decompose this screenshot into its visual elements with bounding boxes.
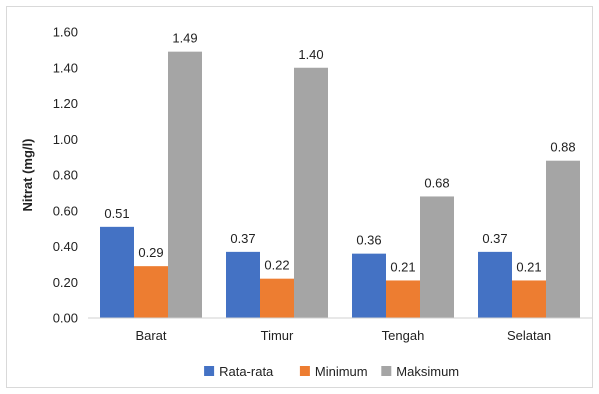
y-tick-label: 1.20: [53, 96, 78, 111]
y-tick-label: 1.40: [53, 60, 78, 75]
legend-label: Minimum: [315, 364, 368, 379]
x-tick-label: Barat: [135, 328, 166, 343]
bar-maksimum-timur: [294, 67, 328, 318]
data-label: 0.88: [550, 140, 575, 155]
legend-swatch: [381, 366, 392, 376]
bar-maksimum-tengah: [420, 196, 454, 318]
y-tick-label: 1.00: [53, 132, 78, 147]
x-axis-ticks: Barat Timur Tengah Selatan: [135, 328, 551, 343]
bar-rata-rata-timur: [226, 251, 260, 318]
y-tick-label: 0.20: [53, 275, 78, 290]
data-label: 0.29: [138, 245, 163, 260]
x-tick-label: Timur: [261, 328, 294, 343]
data-label: 1.40: [298, 47, 323, 62]
legend: Rata-rata Minimum Maksimum: [204, 364, 459, 379]
y-axis-ticks: 0.00 0.20 0.40 0.60 0.80 1.00 1.20 1.40 1.60: [53, 25, 78, 326]
bars-group: 0.51 0.29 1.49 0.37 0.22 1.40 0.36 0.21 0.68 0.37…: [100, 31, 580, 318]
bar-rata-rata-barat: [100, 226, 134, 318]
legend-swatch: [204, 366, 215, 376]
bar-maksimum-selatan: [546, 160, 580, 318]
legend-label: Rata-rata: [219, 364, 274, 379]
bar-minimum-selatan: [512, 280, 546, 318]
x-tick-label: Tengah: [382, 328, 425, 343]
data-label: 0.68: [424, 175, 449, 190]
x-tick-label: Selatan: [507, 328, 551, 343]
data-label: 0.51: [104, 206, 129, 221]
bar-maksimum-barat: [168, 51, 202, 318]
data-label: 1.49: [172, 31, 197, 46]
y-tick-label: 0.40: [53, 239, 78, 254]
data-label: 0.22: [264, 258, 289, 273]
data-label: 0.21: [516, 259, 541, 274]
legend-swatch: [299, 366, 310, 376]
y-tick-label: 0.00: [53, 311, 78, 326]
data-label: 0.37: [230, 231, 255, 246]
y-axis-label: Nitrat (mg/l): [20, 139, 35, 212]
legend-label: Maksimum: [396, 364, 459, 379]
bar-minimum-barat: [134, 266, 168, 318]
data-label: 0.37: [482, 231, 507, 246]
y-tick-label: 0.60: [53, 203, 78, 218]
data-label: 0.21: [390, 259, 415, 274]
bar-minimum-tengah: [386, 280, 420, 318]
bar-minimum-timur: [260, 278, 294, 318]
bar-rata-rata-tengah: [352, 253, 386, 318]
y-tick-label: 0.80: [53, 168, 78, 183]
data-label: 0.36: [356, 233, 381, 248]
y-tick-label: 1.60: [53, 25, 78, 40]
bar-rata-rata-selatan: [478, 251, 512, 318]
